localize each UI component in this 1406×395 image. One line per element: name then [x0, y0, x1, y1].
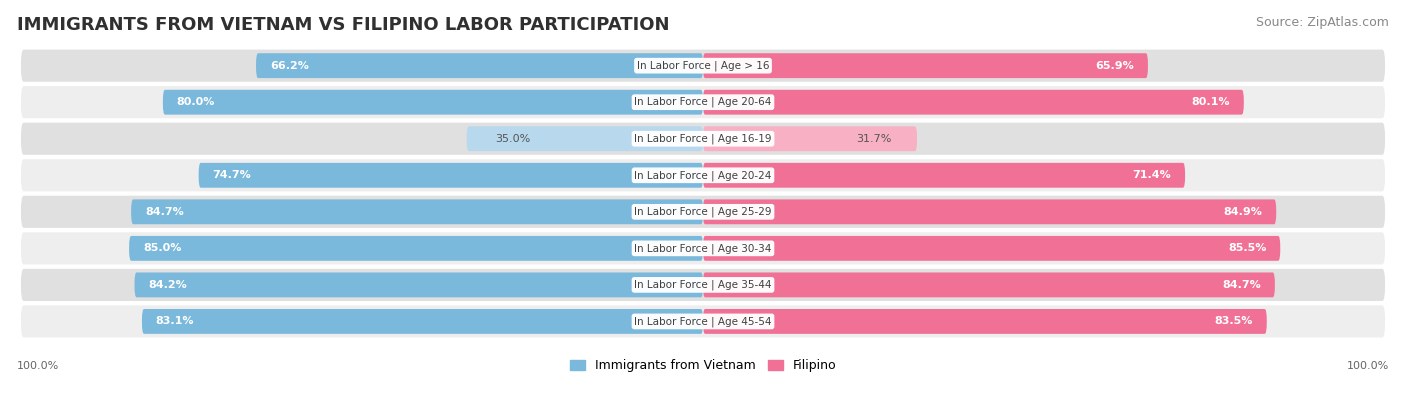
FancyBboxPatch shape	[21, 50, 1385, 82]
Text: 65.9%: 65.9%	[1095, 61, 1135, 71]
Text: 84.2%: 84.2%	[148, 280, 187, 290]
Text: Source: ZipAtlas.com: Source: ZipAtlas.com	[1256, 16, 1389, 29]
Text: 80.1%: 80.1%	[1191, 97, 1230, 107]
Text: 84.9%: 84.9%	[1223, 207, 1263, 217]
Text: In Labor Force | Age 20-24: In Labor Force | Age 20-24	[634, 170, 772, 181]
Text: 100.0%: 100.0%	[17, 361, 59, 371]
FancyBboxPatch shape	[21, 86, 1385, 118]
FancyBboxPatch shape	[21, 305, 1385, 337]
Text: 84.7%: 84.7%	[145, 207, 184, 217]
Text: In Labor Force | Age 25-29: In Labor Force | Age 25-29	[634, 207, 772, 217]
Text: 31.7%: 31.7%	[856, 134, 891, 144]
FancyBboxPatch shape	[703, 126, 917, 151]
FancyBboxPatch shape	[21, 232, 1385, 264]
Text: In Labor Force | Age > 16: In Labor Force | Age > 16	[637, 60, 769, 71]
Text: 85.0%: 85.0%	[143, 243, 181, 253]
FancyBboxPatch shape	[467, 126, 703, 151]
FancyBboxPatch shape	[703, 163, 1185, 188]
FancyBboxPatch shape	[21, 123, 1385, 155]
Text: In Labor Force | Age 20-64: In Labor Force | Age 20-64	[634, 97, 772, 107]
Text: 84.7%: 84.7%	[1222, 280, 1261, 290]
Text: 83.1%: 83.1%	[156, 316, 194, 326]
FancyBboxPatch shape	[703, 53, 1147, 78]
FancyBboxPatch shape	[163, 90, 703, 115]
Text: 35.0%: 35.0%	[495, 134, 530, 144]
FancyBboxPatch shape	[135, 273, 703, 297]
FancyBboxPatch shape	[129, 236, 703, 261]
FancyBboxPatch shape	[21, 269, 1385, 301]
FancyBboxPatch shape	[21, 196, 1385, 228]
Text: In Labor Force | Age 45-54: In Labor Force | Age 45-54	[634, 316, 772, 327]
FancyBboxPatch shape	[198, 163, 703, 188]
FancyBboxPatch shape	[142, 309, 703, 334]
Text: 71.4%: 71.4%	[1133, 170, 1171, 180]
Text: 85.5%: 85.5%	[1227, 243, 1267, 253]
Text: 83.5%: 83.5%	[1215, 316, 1253, 326]
Legend: Immigrants from Vietnam, Filipino: Immigrants from Vietnam, Filipino	[565, 354, 841, 377]
Text: In Labor Force | Age 30-34: In Labor Force | Age 30-34	[634, 243, 772, 254]
Text: In Labor Force | Age 16-19: In Labor Force | Age 16-19	[634, 134, 772, 144]
FancyBboxPatch shape	[703, 309, 1267, 334]
FancyBboxPatch shape	[131, 199, 703, 224]
Text: In Labor Force | Age 35-44: In Labor Force | Age 35-44	[634, 280, 772, 290]
FancyBboxPatch shape	[21, 159, 1385, 191]
Text: 80.0%: 80.0%	[177, 97, 215, 107]
Text: IMMIGRANTS FROM VIETNAM VS FILIPINO LABOR PARTICIPATION: IMMIGRANTS FROM VIETNAM VS FILIPINO LABO…	[17, 16, 669, 34]
Text: 100.0%: 100.0%	[1347, 361, 1389, 371]
FancyBboxPatch shape	[703, 90, 1244, 115]
FancyBboxPatch shape	[703, 273, 1275, 297]
FancyBboxPatch shape	[256, 53, 703, 78]
FancyBboxPatch shape	[703, 199, 1277, 224]
Text: 66.2%: 66.2%	[270, 61, 309, 71]
Text: 74.7%: 74.7%	[212, 170, 252, 180]
FancyBboxPatch shape	[703, 236, 1281, 261]
